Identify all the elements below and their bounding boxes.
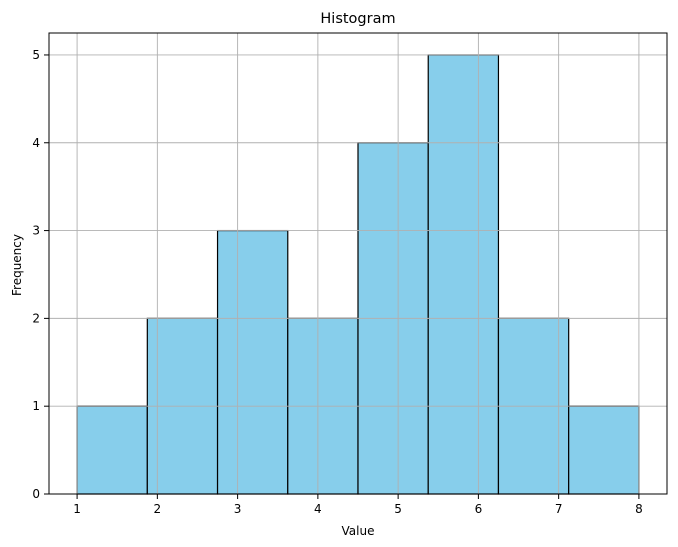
x-tick-label: 7 <box>555 502 563 516</box>
y-axis-title: Frequency <box>10 234 24 296</box>
x-tick-label: 4 <box>314 502 322 516</box>
histogram-bar <box>427 54 500 495</box>
y-tick-label: 1 <box>32 399 40 413</box>
y-tick-label: 0 <box>32 487 40 501</box>
ticks: 1 2 3 4 5 6 7 8 0 1 2 3 4 5 <box>32 48 642 516</box>
y-tick-label: 5 <box>32 48 40 62</box>
y-tick-label: 2 <box>32 311 40 325</box>
x-tick-label: 5 <box>394 502 402 516</box>
x-tick-label: 3 <box>234 502 242 516</box>
y-tick-label: 3 <box>32 224 40 238</box>
plot-frame <box>48 32 668 495</box>
histogram-bar <box>216 229 289 495</box>
histogram-bar <box>568 405 640 495</box>
histogram-bar <box>76 405 148 495</box>
x-axis-title: Value <box>342 524 375 538</box>
chart-title: Histogram <box>320 11 395 27</box>
y-tick-label: 4 <box>32 136 40 150</box>
x-tick-label: 2 <box>154 502 162 516</box>
axes <box>48 32 668 495</box>
x-tick-label: 1 <box>73 502 81 516</box>
x-tick-label: 6 <box>475 502 483 516</box>
x-tick-label: 8 <box>635 502 643 516</box>
